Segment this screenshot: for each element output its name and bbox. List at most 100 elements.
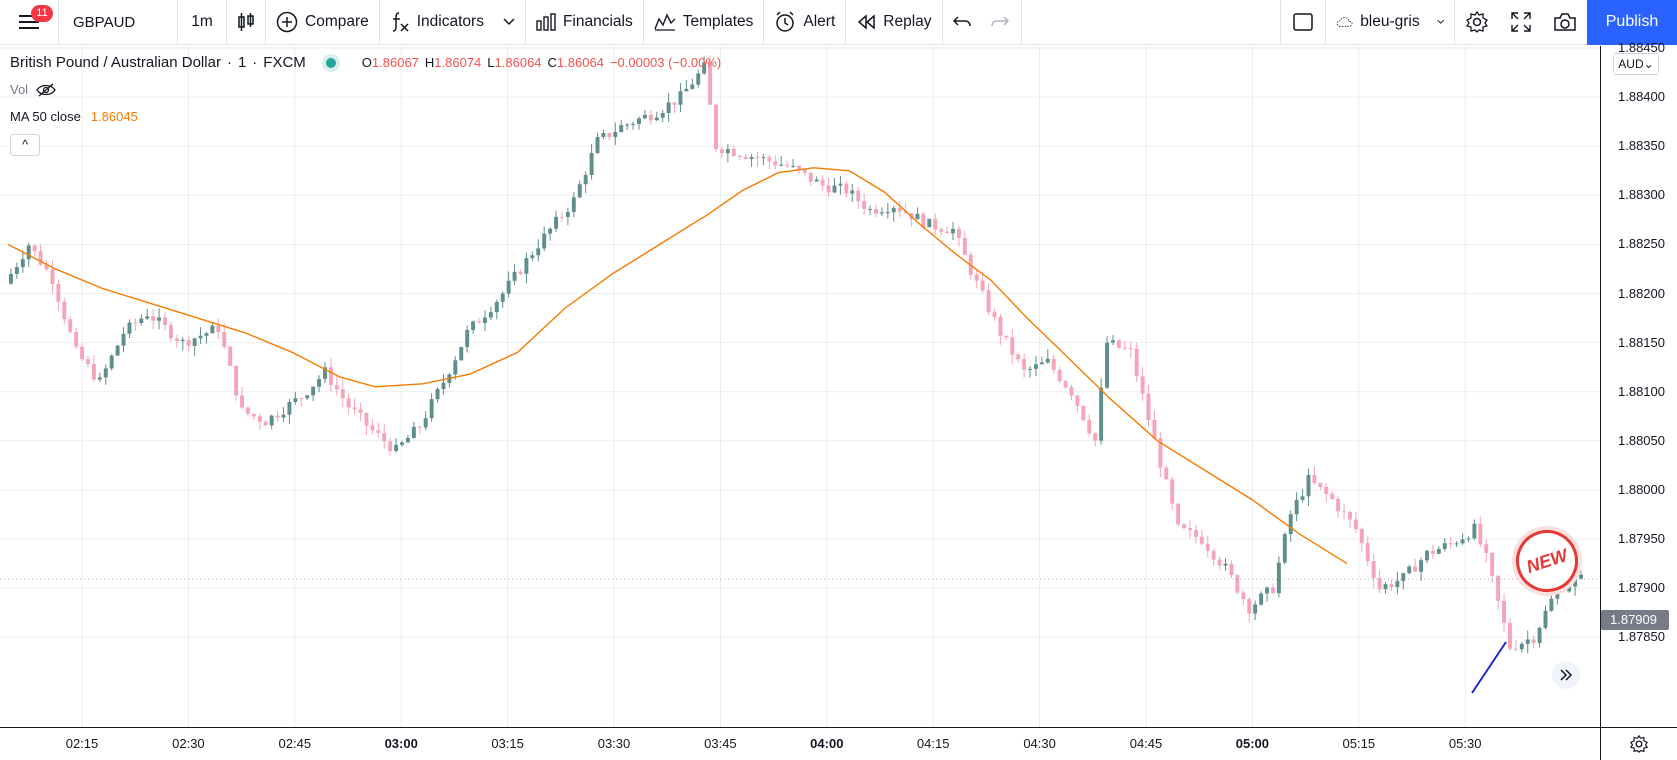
symbol-search-button[interactable]: GBPAUD [73, 13, 136, 31]
scroll-to-realtime-button[interactable] [1552, 661, 1580, 689]
candle-body [50, 269, 55, 285]
candle-body [678, 91, 683, 105]
fullscreen-button[interactable] [1499, 0, 1543, 45]
candle-body [879, 212, 884, 214]
candle-body [838, 183, 843, 186]
market-status-dot[interactable] [325, 57, 336, 68]
candle-body [565, 212, 570, 217]
candle-body [921, 213, 926, 228]
candle-body [1176, 503, 1181, 525]
candle-body [9, 273, 13, 284]
candle-body [951, 228, 955, 234]
candle-body [1419, 560, 1424, 572]
candle-body [488, 312, 493, 318]
alert-label: Alert [803, 13, 836, 30]
candle-body [708, 62, 713, 105]
legend-separator: · [252, 54, 258, 71]
chart-type-button[interactable] [227, 0, 265, 45]
candle-body [459, 347, 464, 361]
eye-off-icon[interactable] [36, 83, 56, 97]
gear-icon [1630, 735, 1648, 753]
candle-body [1134, 349, 1139, 377]
legend-interval: 1 [237, 54, 247, 71]
templates-button[interactable]: Templates [644, 0, 764, 45]
candle-body [571, 197, 576, 213]
candle-body [334, 385, 339, 390]
candle-body [1128, 348, 1133, 350]
candle-body [210, 325, 215, 334]
candle-body [44, 264, 49, 270]
candle-body [1016, 354, 1021, 360]
replay-button[interactable]: Replay [846, 0, 941, 45]
candle-body [583, 174, 588, 185]
compare-button[interactable]: Compare [266, 0, 379, 45]
layout-select-button[interactable] [1281, 0, 1325, 45]
candle-body [287, 401, 292, 415]
candle-body [1519, 643, 1524, 650]
candle-body [862, 201, 867, 210]
candle-body [1217, 559, 1222, 566]
volume-label[interactable]: Vol [10, 82, 29, 97]
symbol-title[interactable]: British Pound / Australian Dollar [10, 54, 221, 71]
main-menu-button[interactable]: 11 [0, 0, 58, 45]
symbol-legend: British Pound / Australian Dollar · 1 · … [10, 54, 721, 71]
candle-body [121, 333, 126, 346]
candle-body [1182, 524, 1187, 529]
compare-label: Compare [305, 13, 369, 30]
candle-body [441, 382, 446, 390]
candle-body [933, 218, 938, 230]
candle-body [275, 415, 280, 418]
candle-body [80, 346, 85, 360]
alarm-clock-icon [776, 11, 795, 32]
interval-button[interactable]: 1m [191, 13, 213, 30]
settings-button[interactable] [1455, 0, 1499, 45]
hamburger-icon [19, 15, 39, 29]
layout-name-button[interactable]: bleu-gris [1326, 0, 1454, 45]
candle-body [506, 280, 511, 294]
candle-body [945, 231, 950, 234]
square-icon [1293, 13, 1313, 31]
candle-body [974, 274, 979, 281]
candle-body [785, 164, 790, 166]
candle-body [915, 213, 920, 220]
snapshot-button[interactable] [1543, 0, 1587, 45]
undo-button[interactable] [943, 0, 981, 45]
legend-separator: · [226, 54, 232, 71]
bar-chart-icon [536, 13, 556, 31]
candle-body [1442, 543, 1447, 549]
candles-icon [238, 13, 254, 31]
candle-body [530, 255, 535, 259]
candle-body [1448, 543, 1453, 545]
candle-body [174, 338, 179, 342]
indicators-button[interactable]: Indicators [380, 0, 525, 45]
price-chart[interactable] [0, 46, 1600, 727]
candle-body [1288, 514, 1293, 535]
open-key: O [361, 55, 372, 70]
toolbar-right: bleu-gris Publish [1280, 0, 1677, 45]
price-tick-label: 1.88100 [1618, 383, 1665, 399]
candle-body [773, 161, 778, 166]
candle-body [1122, 347, 1127, 349]
candle-body [471, 321, 476, 330]
chart-settings-corner[interactable] [1600, 727, 1677, 760]
candle-body [1436, 548, 1441, 554]
time-axis[interactable]: 02:15 02:30 02:45 03:00 03:15 03:30 03:45 04:00… [0, 727, 1600, 760]
alert-button[interactable]: Alert [764, 0, 845, 45]
candle-body [613, 132, 618, 137]
time-tick-label: 05:15 [1342, 736, 1376, 751]
candle-body [1028, 368, 1032, 370]
time-tick-label: 03:45 [704, 736, 737, 751]
candle-body [1105, 342, 1110, 388]
candle-body [127, 322, 132, 334]
ma-label[interactable]: MA 50 close [10, 109, 81, 124]
candle-body [68, 319, 73, 332]
collapse-legend-button[interactable]: ^ [10, 134, 40, 156]
chart-pane[interactable] [0, 46, 1600, 727]
candle-body [1413, 566, 1418, 572]
high-value: 1.86074 [434, 55, 482, 70]
publish-button[interactable]: Publish [1587, 0, 1677, 45]
redo-button[interactable] [981, 0, 1021, 45]
currency-select[interactable]: AUD⌄ [1613, 53, 1659, 75]
candle-body [714, 104, 718, 150]
financials-button[interactable]: Financials [526, 0, 643, 45]
